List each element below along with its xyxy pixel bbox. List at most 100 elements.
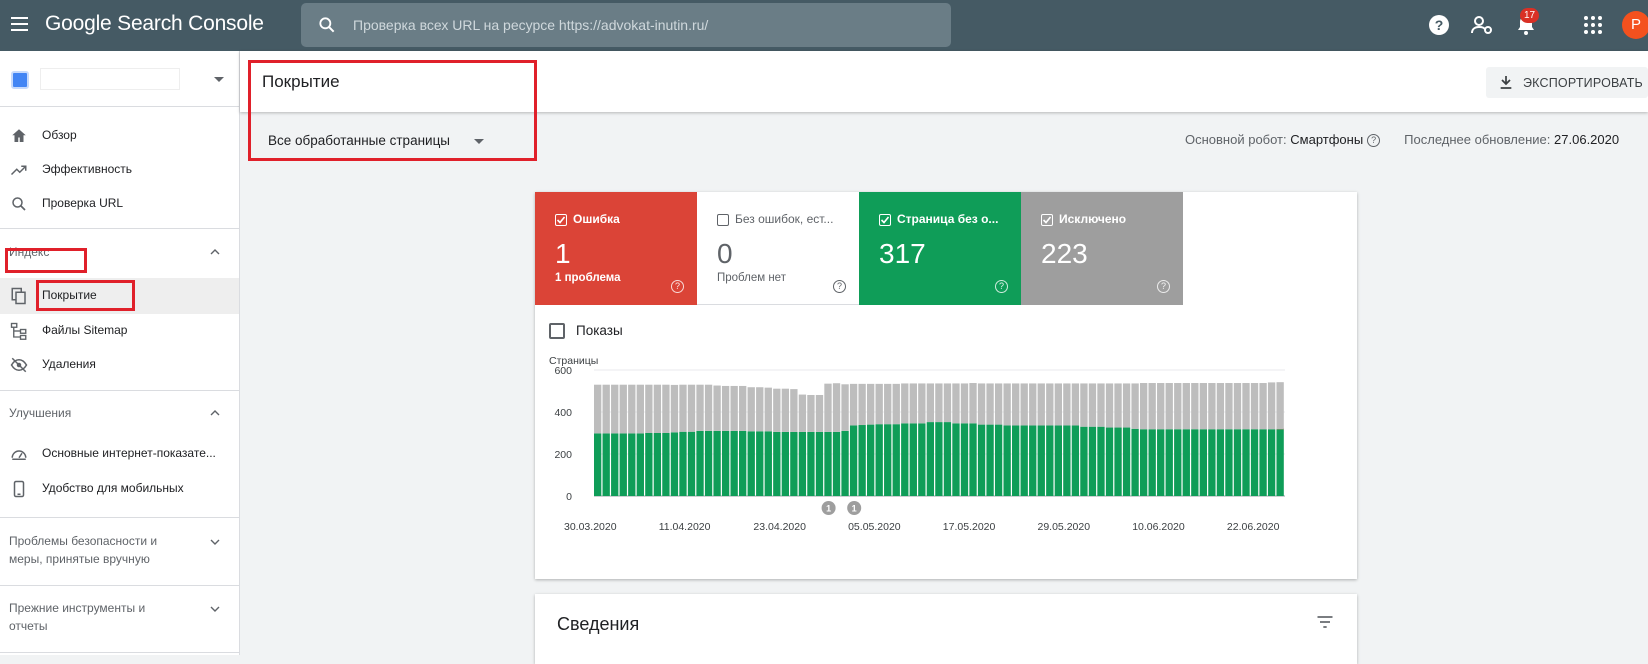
bar — [892, 383, 900, 425]
bar — [713, 385, 721, 431]
chevron-up-icon — [210, 410, 220, 416]
apps-grid-icon[interactable] — [1581, 13, 1605, 37]
bar — [807, 394, 815, 432]
bar — [849, 425, 858, 496]
account-avatar[interactable]: P — [1622, 11, 1648, 39]
x-tick-label: 11.04.2020 — [659, 521, 711, 533]
sidebar-item-removals[interactable]: Удаления — [0, 347, 239, 383]
sidebar-item-label: Удаления — [42, 357, 96, 371]
bar — [696, 430, 704, 496]
bar — [1114, 427, 1122, 496]
sidebar-item-performance[interactable]: Эффективность — [0, 152, 239, 188]
manage-users-icon[interactable] — [1470, 13, 1494, 37]
filter-list-icon[interactable] — [1315, 612, 1335, 632]
bar — [918, 423, 926, 496]
page-header: Покрытие ЭКСПОРТИРОВАТЬ — [240, 51, 1648, 112]
bar — [1216, 429, 1225, 496]
sidebar-item-url-inspection[interactable]: Проверка URL — [0, 186, 239, 222]
bar — [960, 423, 969, 496]
bar — [1174, 429, 1182, 496]
pages-filter-dropdown[interactable]: Все обработанные страницы — [268, 128, 488, 154]
bar — [645, 384, 653, 433]
bar — [943, 383, 952, 423]
hamburger-menu-icon[interactable] — [9, 13, 31, 35]
checkbox-unchecked-icon[interactable] — [549, 323, 565, 339]
sidebar-item-label: Эффективность — [42, 162, 133, 176]
bar — [1199, 429, 1208, 496]
bar — [1122, 427, 1131, 496]
bar — [679, 431, 687, 496]
bar — [1037, 425, 1045, 496]
chevron-up-icon — [210, 249, 220, 255]
dropdown-caret-icon[interactable] — [214, 77, 224, 82]
help-icon[interactable]: ? — [995, 280, 1008, 293]
bar — [1250, 429, 1259, 496]
bar — [824, 431, 832, 496]
bar — [986, 424, 994, 496]
download-icon — [1500, 76, 1512, 89]
search-input[interactable] — [353, 7, 933, 43]
bar — [1012, 383, 1020, 426]
bar — [704, 430, 713, 496]
checkbox-checked-icon[interactable] — [555, 214, 567, 226]
help-icon[interactable]: ? — [1427, 13, 1451, 37]
status-tile-excluded[interactable]: Исключено 223 ? — [1021, 192, 1183, 305]
bar — [1139, 383, 1148, 430]
bar — [909, 423, 917, 496]
sidebar-item-label: Файлы Sitemap — [42, 323, 128, 337]
bar — [636, 384, 644, 434]
section-header-enhancements[interactable]: Улучшения — [0, 398, 239, 428]
bar — [832, 431, 841, 496]
section-header-legacy-tools[interactable]: Прежние инструменты и отчеты — [0, 594, 239, 638]
checkbox-checked-icon[interactable] — [1041, 214, 1053, 226]
bar — [619, 433, 627, 496]
checkbox-checked-icon[interactable] — [879, 214, 891, 226]
help-icon[interactable]: ? — [1157, 280, 1170, 293]
bar — [1233, 429, 1242, 496]
bar — [1182, 429, 1190, 496]
section-header-security[interactable]: Проблемы безопасности и меры, принятые в… — [0, 527, 239, 571]
bar — [1276, 382, 1284, 430]
app-logo[interactable]: Google Search Console — [45, 12, 264, 35]
sidebar-item-coverage[interactable]: Покрытие — [0, 278, 239, 314]
trending-up-icon — [10, 165, 27, 176]
notification-count-badge: 17 — [1520, 8, 1539, 23]
sidebar-item-sitemaps[interactable]: Файлы Sitemap — [0, 313, 239, 349]
section-header-index[interactable]: Индекс — [0, 237, 239, 267]
tile-value: 223 — [1041, 238, 1088, 269]
bar — [1267, 382, 1276, 430]
help-icon[interactable]: ? — [671, 280, 684, 293]
y-tick-label: 200 — [554, 449, 572, 461]
help-icon[interactable]: ? — [833, 280, 846, 293]
bar — [1199, 383, 1208, 430]
bar — [1071, 383, 1080, 426]
bar — [1242, 383, 1250, 430]
export-button[interactable]: ЭКСПОРТИРОВАТЬ — [1486, 67, 1648, 98]
status-tile-valid-with-warnings[interactable]: Без ошибок, ест... 0 Проблем нет ? — [697, 192, 859, 305]
help-icon[interactable]: ? — [1367, 134, 1381, 147]
sidebar-item-mobile-usability[interactable]: Удобство для мобильных — [0, 471, 239, 507]
sidebar-item-core-web-vitals[interactable]: Основные интернет-показате... — [0, 436, 239, 472]
bar — [935, 383, 943, 423]
checkbox-unchecked-icon[interactable] — [717, 214, 729, 226]
tile-title: Ошибка — [573, 212, 620, 226]
bar — [824, 383, 832, 432]
status-tile-error[interactable]: Ошибка 1 1 проблема ? — [535, 192, 697, 305]
bar — [764, 431, 772, 496]
status-tile-valid[interactable]: Страница без о... 317 ? — [859, 192, 1021, 305]
svg-text:?: ? — [1435, 17, 1444, 33]
bar — [594, 433, 602, 496]
dropdown-caret-icon — [474, 139, 484, 144]
coverage-chart: Страницы 0 200 400 600 1 1 30.03.2020 11.04.2020… — [549, 355, 1285, 533]
property-selector[interactable] — [0, 51, 239, 107]
bar — [943, 422, 952, 496]
tile-subtitle: 1 проблема — [555, 272, 621, 284]
bar — [670, 384, 679, 433]
bar — [1276, 429, 1284, 496]
sidebar-item-overview[interactable]: Обзор — [0, 118, 239, 154]
bar — [960, 383, 969, 424]
tile-value: 0 — [717, 238, 733, 269]
bar — [747, 387, 755, 432]
annotation-marker — [821, 501, 836, 515]
url-inspection-search[interactable] — [301, 3, 951, 47]
